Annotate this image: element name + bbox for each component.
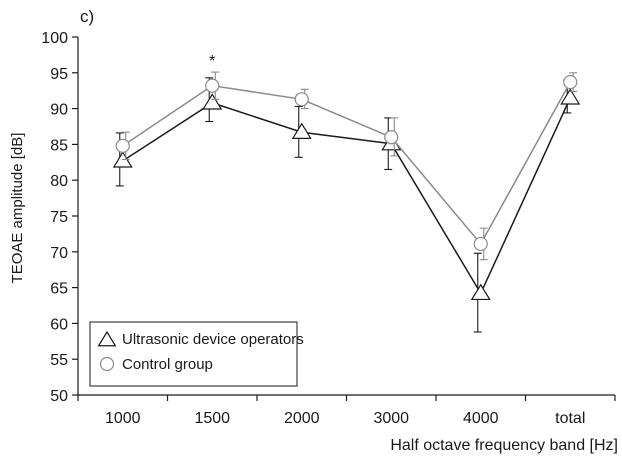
data-point-circle — [294, 92, 309, 107]
x-tick-label: total — [555, 410, 585, 427]
y-tick-label: 90 — [50, 102, 68, 119]
data-point-triangle — [560, 88, 581, 105]
legend-box — [89, 321, 298, 387]
y-tick-label: 65 — [50, 281, 68, 298]
y-axis-label: TEOAE amplitude [dB] — [9, 133, 26, 284]
data-point-triangle — [470, 283, 491, 301]
y-tick-label: 95 — [50, 66, 68, 83]
data-point-triangle — [291, 122, 312, 139]
panel-label: c) — [80, 7, 94, 26]
y-tick-label: 75 — [50, 209, 68, 226]
data-point-circle — [115, 138, 130, 153]
series-control — [115, 71, 578, 261]
y-tick-label: 55 — [50, 352, 68, 369]
data-point-circle — [473, 236, 488, 252]
y-tick-label: 85 — [50, 137, 68, 154]
data-point-circle — [205, 78, 220, 93]
x-tick-label: 4000 — [463, 410, 499, 427]
data-point-circle — [563, 75, 578, 90]
x-axis-label: Half octave frequency band [Hz] — [390, 437, 618, 454]
y-tick-label: 80 — [50, 173, 68, 190]
legend-label-control: Control group — [122, 356, 213, 373]
legend-label-operators: Ultrasonic device operators — [122, 331, 304, 348]
x-tick-label: 2000 — [284, 410, 320, 427]
y-tick-label: 50 — [50, 388, 68, 405]
series-operators — [112, 77, 581, 333]
legend: Ultrasonic device operators Control grou… — [89, 321, 304, 387]
data-point-triangle — [202, 93, 223, 110]
series-line — [122, 81, 571, 246]
y-tick-label: 100 — [41, 30, 68, 47]
y-tick-label: 60 — [50, 316, 68, 333]
x-tick-label: 1500 — [194, 410, 230, 427]
x-tick-label: 1000 — [105, 410, 141, 427]
x-tick-label: 3000 — [373, 410, 409, 427]
y-tick-label: 70 — [50, 245, 68, 262]
plot-area: 50 55 60 65 70 75 80 85 90 95 100 1000 1500 2000 3000 4… — [41, 30, 616, 427]
series-line — [122, 97, 571, 295]
legend-circle-marker — [99, 356, 115, 372]
legend-triangle-marker — [97, 330, 117, 347]
data-point-circle — [384, 130, 399, 145]
significance-asterisk: * — [209, 53, 215, 70]
